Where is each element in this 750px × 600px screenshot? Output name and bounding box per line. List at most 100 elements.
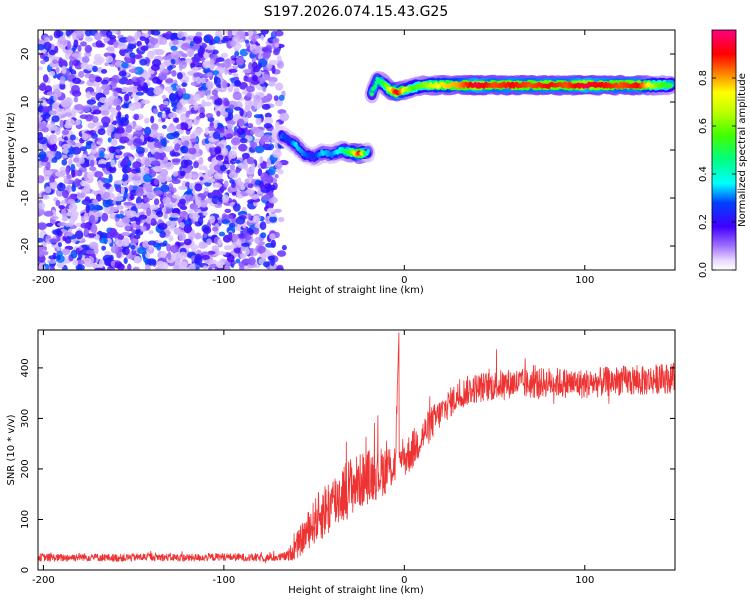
y-tick-label: 200 [20, 459, 31, 478]
y-tick-label: -10 [20, 190, 31, 206]
noise-cell [146, 258, 157, 266]
noise-cell [217, 188, 224, 194]
noise-cell [189, 244, 199, 250]
noise-cell [229, 40, 237, 47]
noise-cell [113, 41, 119, 49]
noise-cell [193, 72, 203, 78]
noise-cell [46, 91, 55, 96]
noise-cell [169, 244, 179, 254]
noise-cell [207, 250, 216, 255]
noise-cell [209, 62, 215, 70]
noise-cell [82, 56, 90, 63]
noise-cell [135, 217, 141, 225]
noise-cell [269, 212, 277, 217]
colorbar: 0.0 0.2 0.4 0.6 0.8 Normalized spectral ampl… [698, 29, 748, 278]
noise-cell [38, 116, 43, 122]
noise-cell [182, 93, 191, 100]
noise-cell [55, 199, 61, 207]
noise-cell [150, 149, 156, 155]
noise-cell [152, 59, 161, 67]
noise-cell [122, 246, 130, 256]
noise-cell [57, 36, 66, 45]
noise-cell [251, 74, 258, 82]
noise-cell [85, 204, 90, 214]
noise-cell [174, 117, 180, 123]
noise-cell [38, 98, 43, 103]
noise-cell [142, 72, 152, 79]
noise-cell [174, 143, 181, 151]
noise-cell [237, 193, 243, 199]
noise-cell [71, 169, 76, 178]
noise-cell [40, 60, 46, 65]
noise-cell [163, 156, 169, 163]
noise-cell [100, 110, 110, 116]
noise-cell [274, 30, 284, 37]
noise-cell [202, 265, 208, 270]
noise-cell [189, 182, 195, 190]
noise-cell [192, 56, 201, 63]
noise-cell [205, 81, 214, 89]
noise-cell [65, 49, 71, 55]
spectrogram-y-axis-label: Frequency (Hz) [6, 112, 17, 188]
noise-cell [135, 188, 144, 197]
noise-cell [253, 114, 263, 119]
noise-cell [220, 52, 229, 59]
noise-cell [52, 101, 62, 110]
noise-cell [131, 228, 136, 234]
noise-cell [86, 99, 97, 105]
noise-cell [260, 34, 265, 41]
noise-cell [154, 141, 162, 149]
noise-cell [244, 234, 252, 241]
noise-cell [181, 82, 188, 87]
noise-cell [65, 30, 71, 37]
noise-cell [92, 220, 97, 225]
noise-cell [113, 98, 122, 107]
noise-cell [139, 36, 147, 41]
noise-cell [120, 186, 125, 195]
noise-cell [241, 152, 250, 160]
noise-cell [146, 207, 152, 217]
noise-cell [121, 216, 131, 224]
noise-cell [260, 232, 267, 239]
y-tick-label: 0 [20, 147, 31, 153]
noise-cell [135, 146, 145, 155]
noise-cell [258, 62, 263, 69]
noise-cell [246, 110, 252, 119]
noise-cell [40, 161, 48, 166]
noise-cell [116, 105, 122, 111]
noise-cell [279, 112, 290, 122]
noise-cell [85, 249, 95, 255]
noise-cell [87, 233, 97, 238]
noise-cell [188, 50, 194, 56]
noise-cell [88, 241, 99, 250]
noise-cell [89, 166, 97, 172]
noise-cell [81, 132, 88, 141]
noise-cell [49, 176, 55, 183]
noise-cell [157, 260, 164, 267]
noise-cell [90, 91, 97, 96]
noise-cell [215, 260, 225, 269]
noise-cell [102, 183, 112, 188]
noise-cell [62, 189, 69, 199]
noise-cell [99, 97, 109, 104]
noise-cell [246, 227, 253, 234]
noise-cell [99, 150, 105, 159]
noise-cell [134, 31, 142, 39]
noise-cell [61, 129, 69, 136]
noise-cell [76, 260, 86, 265]
noise-cell [181, 135, 186, 143]
noise-cell [230, 217, 237, 224]
noise-cell [101, 84, 111, 91]
noise-cell [171, 178, 181, 184]
noise-cell [156, 210, 164, 218]
noise-cell [90, 142, 97, 150]
noise-cell [38, 210, 45, 216]
noise-cell [181, 211, 188, 216]
noise-cell [144, 37, 150, 44]
noise-cell [276, 250, 287, 257]
noise-cell [176, 102, 183, 111]
noise-cell [235, 216, 246, 225]
noise-cell [179, 122, 189, 131]
noise-cell [213, 164, 223, 172]
colorbar-gradient [712, 30, 736, 270]
